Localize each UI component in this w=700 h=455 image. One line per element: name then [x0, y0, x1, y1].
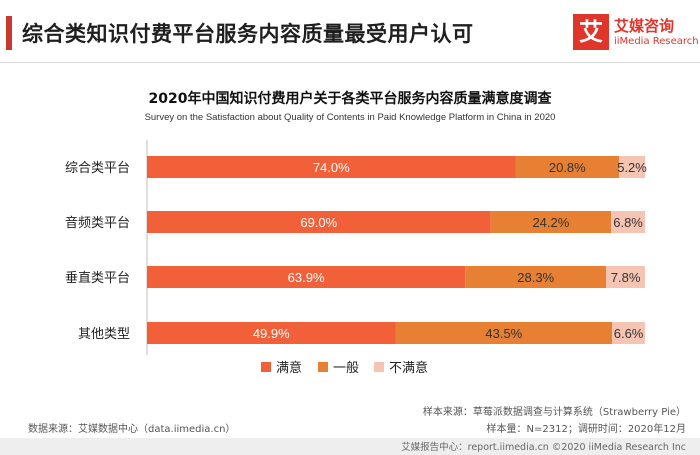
data-label: 49.9% — [253, 326, 290, 341]
title-accent-bar — [6, 16, 12, 50]
data-label: 69.0% — [300, 215, 337, 230]
bar-segment — [606, 266, 645, 288]
logo-name-en: iiMedia Research — [614, 35, 699, 47]
footer-band — [0, 438, 700, 455]
logo-text: 艾媒咨询 iiMedia Research — [614, 17, 699, 48]
data-label: 7.8% — [611, 270, 641, 285]
bar-segment — [490, 211, 612, 233]
legend-swatch — [318, 362, 328, 372]
bar-segment — [395, 322, 613, 344]
sample-size: 样本量：N=2312；调研时间：2020年12月 — [486, 424, 686, 435]
sample-source: 样本来源：草莓派数据调查与计算系统（Strawberry Pie） — [422, 407, 686, 418]
legend-label: 一般 — [333, 360, 359, 376]
data-label: 24.2% — [532, 215, 569, 230]
data-label: 74.0% — [313, 160, 350, 175]
legend-swatch — [374, 362, 384, 372]
data-label: 6.6% — [614, 326, 644, 341]
data-label: 6.8% — [613, 215, 643, 230]
legend-label: 不满意 — [389, 360, 428, 376]
legend-swatch — [261, 362, 271, 372]
report-center-info: 艾媒报告中心：report.iimedia.cn ©2020 iiMedia R… — [401, 442, 686, 453]
chart-subtitle: Survey on the Satisfaction about Quality… — [144, 112, 556, 123]
category-label: 垂直类平台 — [65, 271, 130, 286]
iimedia-logo: 艾 艾媒咨询 iiMedia Research — [573, 14, 699, 50]
legend-label: 满意 — [276, 360, 302, 376]
bar-segment — [465, 266, 607, 288]
data-source: 数据来源：艾媒数据中心（data.iimedia.cn） — [28, 424, 236, 435]
bar-segment — [619, 156, 645, 178]
bar-segment — [147, 156, 516, 178]
page-title: 综合类知识付费平台服务内容质量最受用户认可 — [22, 22, 474, 46]
category-label: 其他类型 — [78, 327, 130, 342]
data-label: 20.8% — [549, 160, 586, 175]
chart-title: 2020年中国知识付费用户关于各类平台服务内容质量满意度调查 — [148, 91, 552, 107]
bar-segment — [147, 211, 491, 233]
data-label: 28.3% — [517, 270, 554, 285]
logo-name-cn: 艾媒咨询 — [614, 16, 675, 35]
bar-segment — [611, 211, 645, 233]
bar-segment — [515, 156, 620, 178]
bar-segment — [147, 322, 396, 344]
header-divider — [0, 62, 700, 63]
logo-mark: 艾 — [573, 14, 609, 50]
category-label: 音频类平台 — [65, 215, 130, 231]
bar-segment — [147, 266, 466, 288]
data-label: 43.5% — [485, 326, 522, 341]
data-label: 63.9% — [288, 270, 325, 285]
data-label: 5.2% — [617, 160, 647, 175]
bar-segment — [612, 322, 645, 344]
category-label: 综合类平台 — [65, 161, 130, 176]
